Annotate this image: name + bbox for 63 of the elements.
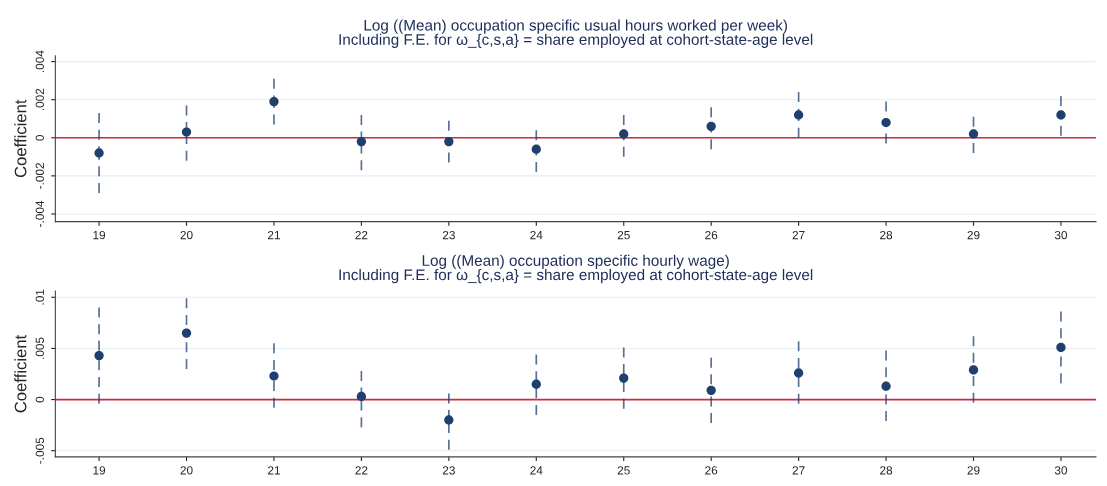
point [968, 365, 979, 375]
x-tick-label: 30 [1054, 230, 1068, 240]
point [531, 379, 541, 389]
y-tick-label: .004 [35, 50, 44, 73]
point [269, 96, 279, 107]
point [356, 391, 367, 402]
point [619, 373, 629, 383]
x-tick-label: 29 [967, 230, 980, 240]
y-tick-label: .002 [35, 88, 44, 111]
x-tick-label: 30 [1054, 466, 1068, 475]
x-tick-label: 19 [93, 466, 106, 475]
chart-title: Log ((Mean) occupation specific hourly wage) [422, 254, 729, 269]
y-tick-label: 0 [35, 134, 44, 141]
y-axis-title: Coefficient [14, 334, 27, 413]
x-tick-label: 25 [617, 466, 630, 475]
x-tick-label: 21 [267, 466, 280, 475]
x-tick-label: 28 [880, 466, 893, 475]
y-tick-label: -.005 [35, 437, 44, 464]
x-tick-label: 21 [267, 230, 280, 240]
point [881, 381, 891, 391]
point [706, 385, 716, 396]
x-tick-label: 29 [967, 466, 980, 475]
point [269, 371, 279, 381]
x-tick-label: 24 [530, 466, 543, 475]
x-tick-label: 25 [617, 230, 630, 240]
point [793, 110, 804, 120]
point [706, 121, 716, 132]
y-tick-label: -.004 [35, 200, 44, 227]
chart-subtitle: Including F.E. for ω_{c,s,a} = share employed at cohort-state-age level [339, 268, 813, 284]
point [968, 129, 979, 139]
x-tick-label: 22 [355, 230, 368, 240]
y-tick-label: 0 [35, 396, 44, 403]
point [444, 415, 454, 425]
y-tick-label: .005 [35, 337, 44, 359]
x-tick-label: 20 [180, 230, 193, 240]
chart-subtitle: Including F.E. for ω_{c,s,a} = share employed at cohort-state-age level [339, 33, 813, 48]
point [531, 144, 541, 154]
x-tick-label: 19 [93, 230, 106, 240]
chart-title: Log ((Mean) occupation specific usual hours worked per week) [364, 19, 787, 34]
x-tick-label: 23 [442, 466, 455, 475]
point [1056, 110, 1066, 120]
x-tick-label: 22 [355, 466, 368, 475]
point [793, 368, 804, 378]
x-tick-label: 27 [792, 466, 805, 475]
x-tick-label: 27 [792, 230, 805, 240]
point [181, 328, 192, 338]
x-tick-label: 26 [705, 230, 718, 240]
point [181, 127, 192, 137]
y-axis-title: Coefficient [14, 99, 27, 178]
point [1056, 342, 1066, 353]
x-tick-label: 28 [880, 230, 893, 240]
y-tick-label: -.002 [35, 163, 44, 189]
point [356, 136, 367, 147]
x-tick-label: 20 [180, 466, 193, 475]
x-tick-label: 26 [705, 466, 718, 475]
point [94, 148, 104, 158]
point [94, 350, 104, 361]
x-tick-label: 23 [442, 230, 455, 240]
point [881, 117, 891, 128]
point [444, 136, 454, 147]
x-tick-label: 24 [530, 230, 543, 240]
point [619, 129, 629, 139]
y-tick-label: .01 [35, 289, 44, 305]
